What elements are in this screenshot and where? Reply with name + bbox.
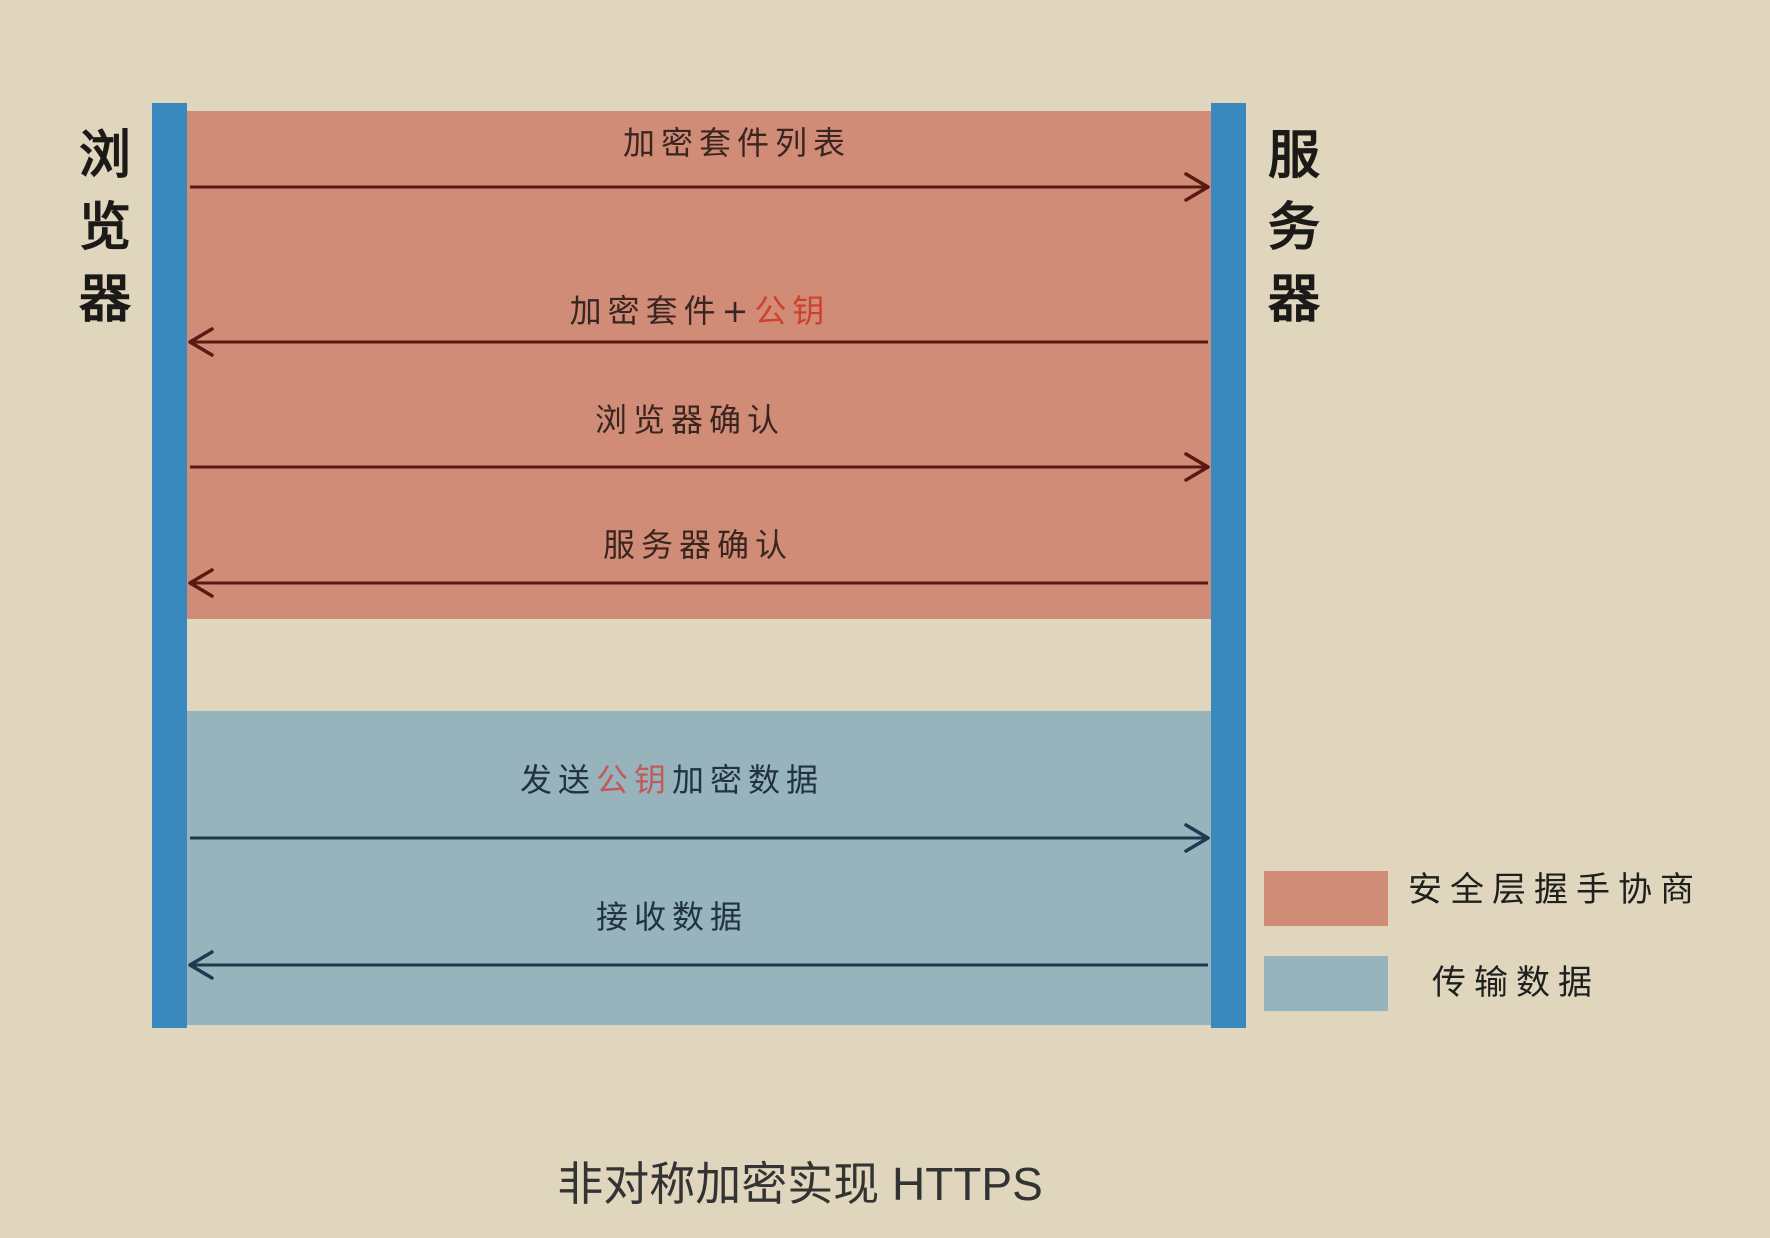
message-text-part: 服务器确认 bbox=[602, 526, 793, 564]
arrow-head bbox=[1184, 452, 1210, 482]
server-lifeline bbox=[1211, 103, 1246, 1028]
message-label-server-confirm: 服务器确认 bbox=[348, 520, 1048, 566]
legend-label-transfer: 传输数据 bbox=[1432, 963, 1600, 1003]
server-label: 服 务 器 bbox=[1267, 126, 1320, 330]
arrow-head bbox=[1184, 823, 1210, 853]
legend-swatch-handshake bbox=[1264, 871, 1388, 926]
browser-label: 浏 览 器 bbox=[78, 126, 131, 330]
legend-label-handshake: 安全层握手协商 bbox=[1408, 870, 1702, 910]
message-label-browser-confirm: 浏览器确认 bbox=[340, 395, 1040, 441]
arrow-head bbox=[188, 950, 214, 980]
message-text-part: 加密套件+ bbox=[569, 292, 755, 330]
arrow-m5 bbox=[190, 823, 1210, 853]
arrow-head bbox=[188, 568, 214, 598]
message-text-part: 加密数据 bbox=[672, 761, 825, 799]
message-text-part: 浏览器确认 bbox=[594, 401, 785, 439]
arrow-m3 bbox=[190, 452, 1210, 482]
message-text-part: 发送 bbox=[519, 761, 596, 799]
arrow-head bbox=[188, 327, 214, 357]
message-text-part: 公钥 bbox=[754, 292, 831, 330]
arrow-m1 bbox=[190, 172, 1210, 202]
legend-swatch-transfer bbox=[1264, 956, 1388, 1011]
arrow-m2 bbox=[188, 327, 1208, 357]
message-label-cipher-suite-public-key: 加密套件+公钥 bbox=[350, 286, 1050, 332]
transfer-zone bbox=[187, 711, 1211, 1025]
message-text-part: 加密套件列表 bbox=[622, 124, 851, 162]
message-label-receive-data: 接收数据 bbox=[322, 892, 1022, 938]
message-label-cipher-suites: 加密套件列表 bbox=[387, 118, 1087, 164]
arrow-m4 bbox=[188, 568, 1208, 598]
message-text-part: 接收数据 bbox=[595, 898, 748, 936]
arrow-head bbox=[1184, 172, 1210, 202]
handshake-zone bbox=[187, 111, 1211, 619]
message-text-part: 公钥 bbox=[595, 761, 672, 799]
arrow-m6 bbox=[188, 950, 1208, 980]
message-label-send-encrypted-data: 发送公钥加密数据 bbox=[322, 755, 1022, 801]
diagram-caption: 非对称加密实现 HTTPS bbox=[557, 1158, 1043, 1210]
browser-lifeline bbox=[152, 103, 187, 1028]
